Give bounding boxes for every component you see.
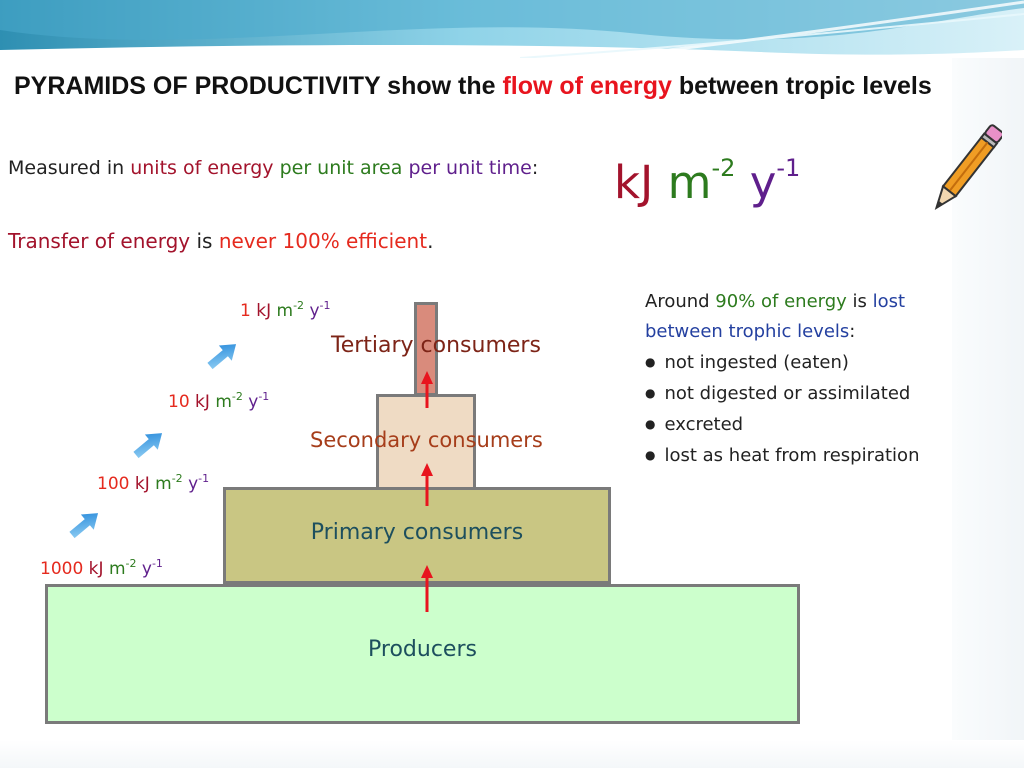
- level-secondary-label: Secondary consumers: [310, 428, 543, 452]
- loss-reasons-list: not ingested (eaten) not digested or ass…: [645, 347, 945, 471]
- header-wave-banner: [0, 0, 1024, 58]
- energy-unit-kj: kJ: [88, 559, 104, 579]
- energy-unit-y-exp: -1: [258, 390, 270, 403]
- energy-unit-kj: kJ: [256, 301, 272, 321]
- transfer-part3: never 100% efficient: [218, 229, 428, 253]
- big-unit-m: m: [667, 156, 712, 209]
- upward-transfer-arrow-icon: [133, 433, 163, 459]
- transfer-part2: is: [190, 229, 219, 253]
- energy-value: 10: [168, 392, 190, 412]
- bottom-shade: [0, 740, 1024, 768]
- level-producers: Producers: [45, 584, 800, 724]
- note-colon: :: [849, 321, 856, 342]
- energy-value: 1000: [40, 559, 84, 579]
- level-producers-label: Producers: [368, 637, 477, 662]
- energy-unit-m-exp: -2: [171, 472, 183, 485]
- energy-unit-m-exp: -2: [231, 390, 243, 403]
- measured-per-time: per unit time: [402, 157, 532, 179]
- list-item: not ingested (eaten): [645, 347, 945, 378]
- energy-loss-note: Around 90% of energy is lost between tro…: [645, 287, 945, 471]
- pencil-icon: [934, 124, 1002, 211]
- title-part2: between tropic levels: [671, 72, 932, 100]
- level-tertiary-consumers: [414, 302, 438, 396]
- energy-flow-arrows: [421, 371, 433, 612]
- note-percent: 90% of energy: [715, 291, 847, 312]
- energy-unit-m: m: [108, 559, 126, 579]
- title-part1: PYRAMIDS OF PRODUCTIVITY show the: [14, 72, 503, 100]
- energy-flow-arrow-icon: [421, 371, 433, 408]
- upward-transfer-arrow-icon: [207, 344, 237, 370]
- energy-unit-y-exp: -1: [151, 557, 163, 570]
- level-primary-consumers: Primary consumers: [223, 487, 611, 584]
- level-tertiary-label: Tertiary consumers: [331, 333, 541, 358]
- list-item: excreted: [645, 409, 945, 440]
- energy-unit-y: y: [141, 559, 152, 579]
- energy-unit-m: m: [276, 301, 294, 321]
- energy-unit-kj: kJ: [134, 474, 150, 494]
- big-unit-label: kJ m-2 y-1: [614, 140, 800, 211]
- energy-unit-kj: kJ: [195, 392, 210, 412]
- note-heading: Around 90% of energy is lost between tro…: [645, 287, 945, 347]
- upward-transfer-arrows: [69, 344, 237, 539]
- big-unit-y: y: [749, 156, 777, 209]
- measured-prefix: Measured in: [8, 157, 131, 179]
- measured-units-energy: units of energy: [130, 157, 274, 179]
- energy-label-primary: 100 kJ m-2 y-1: [97, 472, 209, 494]
- title-highlight: flow of energy: [502, 72, 672, 100]
- transfer-part4: .: [427, 229, 434, 253]
- transfer-part1: Transfer of energy: [8, 229, 191, 253]
- energy-unit-y-exp: -1: [198, 472, 210, 485]
- big-unit-kj: kJ: [614, 156, 654, 209]
- energy-label-producers: 1000 kJ m-2 y-1: [40, 557, 163, 579]
- level-primary-label: Primary consumers: [310, 520, 524, 545]
- big-unit-y-exp: -1: [776, 154, 801, 182]
- energy-label-tertiary: 1 kJ m-2 y-1: [240, 299, 330, 321]
- measured-line: Measured in units of energy per unit are…: [8, 157, 538, 179]
- energy-value: 1: [240, 301, 251, 321]
- note-is: is: [846, 291, 873, 312]
- energy-unit-y: y: [248, 392, 259, 412]
- upward-transfer-arrow-icon: [69, 513, 99, 539]
- energy-unit-m: m: [215, 392, 232, 412]
- list-item: not digested or assimilated: [645, 378, 945, 409]
- slide-title: PYRAMIDS OF PRODUCTIVITY show the flow o…: [14, 70, 944, 102]
- transfer-line: Transfer of energy is never 100% efficie…: [8, 229, 433, 253]
- big-unit-m-exp: -2: [711, 154, 736, 182]
- energy-unit-y-exp: -1: [319, 299, 331, 312]
- energy-unit-y: y: [309, 301, 320, 321]
- energy-flow-arrow-icon: [421, 463, 433, 506]
- energy-value: 100: [97, 474, 130, 494]
- energy-unit-m-exp: -2: [293, 299, 305, 312]
- list-item: lost as heat from respiration: [645, 440, 945, 471]
- note-lost: lost between trophic levels: [645, 291, 906, 342]
- measured-colon: :: [531, 157, 539, 179]
- energy-unit-m: m: [155, 474, 172, 494]
- energy-label-secondary: 10 kJ m-2 y-1: [168, 390, 269, 412]
- energy-flow-arrow-icon: [421, 565, 433, 612]
- measured-per-area: per unit area: [273, 157, 403, 179]
- energy-unit-y: y: [188, 474, 199, 494]
- note-prefix: Around: [645, 291, 716, 312]
- energy-unit-m-exp: -2: [125, 557, 137, 570]
